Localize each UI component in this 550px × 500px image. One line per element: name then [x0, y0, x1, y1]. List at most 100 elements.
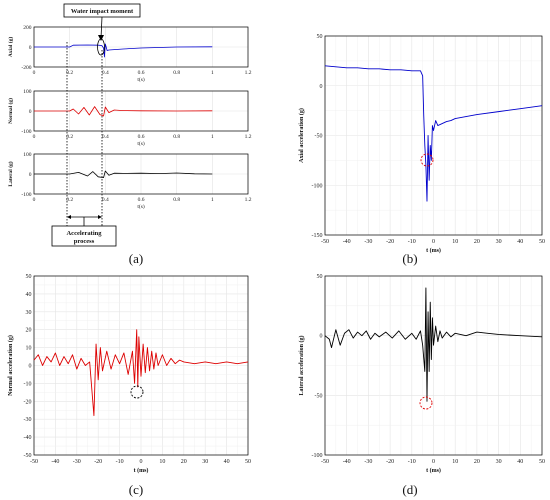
impact-ellipse — [97, 38, 105, 56]
panel-a-normal-series-line — [34, 106, 213, 117]
panel-c-frame — [33, 275, 249, 456]
accel-arrow-right-head — [98, 215, 102, 219]
panel-d-xtick-label: 30 — [496, 459, 502, 465]
panel-b-ytick-label: -100 — [312, 183, 323, 189]
panel-a-lateral-series-line — [34, 170, 213, 179]
panel-a-axial-xtick-label: 0.6 — [138, 70, 145, 76]
accel-label-box — [51, 225, 117, 247]
panel-a-axial-series-line — [34, 43, 213, 58]
panel-b-ytick-label: -150 — [312, 233, 323, 239]
panel-c-xtick-label: 20 — [181, 459, 187, 465]
panel-a-axial-xlabel: t(s) — [137, 76, 145, 83]
caption-c: (c) — [129, 482, 143, 497]
panel-a-lateral-xtick-label: 1.2 — [245, 197, 252, 203]
panel-b-xtick-label: 40 — [517, 239, 523, 245]
panel-d-ytick-label: -50 — [315, 393, 323, 399]
panel-d-impact-circle — [419, 396, 433, 410]
panel-b-xtick-label: -10 — [408, 239, 416, 245]
panel-d-xtick-label: -10 — [408, 459, 416, 465]
panel-c-xtick-label: 0 — [140, 459, 143, 465]
panel-c-ytick-label: -20 — [24, 399, 32, 405]
panel-c-xtick-label: -20 — [94, 459, 102, 465]
panel-c-xtick-label: -30 — [73, 459, 81, 465]
panel-a-lateral-xlabel: t(s) — [137, 203, 145, 210]
panel-b-impact-circle — [420, 153, 434, 167]
panel-c-series-line — [33, 329, 249, 417]
panel-a-annotations: Water impact moment Accelerating process — [51, 3, 141, 247]
caption-b: (b) — [402, 251, 417, 266]
panel-a-lateral-xtick-label: 0.4 — [102, 197, 109, 203]
impact-annotation: Water impact moment — [71, 8, 134, 15]
panel-d-xtick-label: 50 — [539, 459, 545, 465]
panel-d-xtick-label: 20 — [474, 459, 480, 465]
panel-b-ytick-label: -50 — [315, 134, 323, 140]
panel-a-lateral-ylabel: Lateral (g) — [7, 161, 14, 186]
accel-annotation-line1: Accelerating — [66, 230, 102, 237]
panel-d-xtick-label: -40 — [343, 459, 351, 465]
panel-b-frame — [324, 35, 543, 236]
panel-c-xtick-label: -10 — [116, 459, 124, 465]
panel-c-ytick-label: 40 — [26, 292, 32, 298]
panel-d-ytick-label: -100 — [312, 453, 323, 459]
panel-d-xtick-label: 40 — [517, 459, 523, 465]
panel-d-xtick-label: -50 — [321, 459, 329, 465]
panel-b-xtick-label: -30 — [364, 239, 372, 245]
caption-d: (d) — [402, 482, 417, 497]
panel-a-axial-xtick-label: 0.2 — [66, 70, 73, 76]
chart-traces — [33, 43, 543, 417]
panel-d-ytick-label: 0 — [320, 334, 323, 340]
panel-c-ytick-label: 0 — [29, 364, 32, 370]
panel-d-xtick-label: 10 — [452, 459, 458, 465]
panel-b-xlabel: t (ms) — [426, 247, 441, 254]
panel-d-xtick-label: -30 — [364, 459, 372, 465]
panel-b-xtick-label: -20 — [386, 239, 394, 245]
panel-a-axial-xtick-label: 1.2 — [245, 70, 252, 76]
panel-a-normal-ylabel: Normal (g) — [7, 98, 14, 124]
panel-b-xtick-label: 0 — [432, 239, 435, 245]
panel-c-ytick-label: 50 — [26, 274, 32, 280]
impact-markers — [130, 153, 434, 410]
panel-b-ytick-label: 0 — [320, 84, 323, 90]
panel-a-normal-ytick-label: 100 — [23, 89, 32, 95]
panel-c-ytick-label: -10 — [24, 381, 32, 387]
panel-a-lateral-xtick-label: 0 — [33, 197, 36, 203]
panel-a-lateral-xtick-label: 0.2 — [66, 197, 73, 203]
panel-a-axial-ytick-label: 0 — [29, 45, 32, 51]
panel-c-xtick-label: 30 — [202, 459, 208, 465]
panel-a-normal-ytick-label: -100 — [21, 129, 31, 135]
panel-a-lateral-ytick-label: 100 — [23, 152, 32, 158]
panel-c-xlabel: t (ms) — [134, 467, 149, 474]
panel-a-axial-xtick-label: 0.4 — [102, 70, 109, 76]
accel-arrow-left-head — [67, 215, 71, 219]
panel-a-normal-ytick-label: 0 — [29, 109, 32, 115]
panel-c-ytick-label: -40 — [24, 435, 32, 441]
panel-a-normal-xtick-label: 1 — [211, 134, 214, 140]
accel-annotation-line2: process — [74, 238, 95, 245]
panel-a-axial-xtick-label: 1 — [211, 70, 214, 76]
panel-a-lateral-xtick-label: 0.6 — [138, 197, 145, 203]
panel-c-xtick-label: 50 — [245, 459, 251, 465]
panel-d-ytick-label: 50 — [317, 274, 323, 280]
panel-c-ytick-label: -50 — [24, 453, 32, 459]
panel-a-normal-xtick-label: 0.4 — [102, 134, 109, 140]
panel-b-xtick-label: -50 — [321, 239, 329, 245]
panel-a-normal-xtick-label: 0.6 — [138, 134, 145, 140]
panel-a-normal-xtick-label: 0.8 — [173, 134, 180, 140]
panel-b-series-line — [324, 65, 543, 202]
panel-a-lateral-xtick-label: 0.8 — [173, 197, 180, 203]
panel-a-normal-xtick-label: 1.2 — [245, 134, 252, 140]
panel-b-xtick-label: 50 — [539, 239, 545, 245]
panel-b-xtick-label: 30 — [496, 239, 502, 245]
impact-arrow-head — [98, 35, 104, 41]
panel-d-ylabel: Lateral acceleration (g) — [298, 336, 305, 396]
panel-a-lateral-xtick-label: 1 — [211, 197, 214, 203]
panel-b-ylabel: Axial acceleration (g) — [298, 108, 305, 163]
panel-c-impact-circle — [130, 385, 144, 399]
panel-c-xtick-label: -40 — [51, 459, 59, 465]
panel-a-normal-xtick-label: 0 — [33, 134, 36, 140]
panel-c-ytick-label: 10 — [26, 346, 32, 352]
panel-d-series-line — [324, 287, 543, 402]
panel-d-xlabel: t (ms) — [426, 467, 441, 474]
